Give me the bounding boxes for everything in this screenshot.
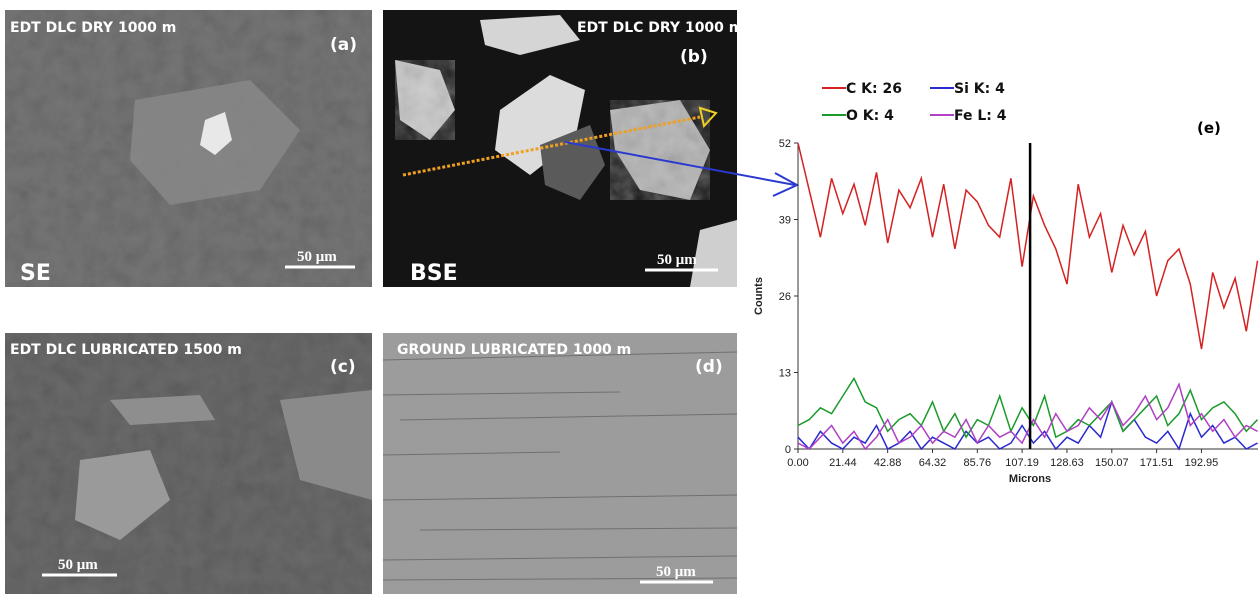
x-tick-label: 21.44 [829, 457, 857, 469]
y-tick-label: 26 [779, 291, 791, 303]
scale-bar-label: 50 μm [297, 249, 337, 265]
y-axis-label: Counts [753, 277, 765, 315]
line-chart: (e) Microns Counts 0 13 26 39 52 0.00 21.44 42.… [753, 81, 1258, 485]
x-tick-label: 192.95 [1185, 457, 1219, 469]
x-axis-label: Microns [1009, 473, 1051, 485]
panel-title: GROUND LUBRICATED 1000 m [397, 342, 631, 358]
image-mode: BSE [410, 261, 458, 286]
panel-label: (b) [680, 47, 708, 67]
x-tick-label: 171.51 [1140, 457, 1174, 469]
series-line [798, 402, 1258, 449]
panel-d: GROUND LUBRICATED 1000 m (d) 50 μm [383, 333, 737, 594]
y-tick-label: 52 [779, 138, 791, 150]
scale-bar-label: 50 μm [58, 557, 98, 573]
y-tick-label: 0 [785, 444, 791, 456]
legend-label: C K: 26 [846, 81, 902, 97]
x-tick-label: 42.88 [874, 457, 902, 469]
legend-label: O K: 4 [846, 108, 894, 124]
panel-title: EDT DLC DRY 1000 m [10, 20, 176, 36]
y-tick-label: 39 [779, 215, 791, 227]
panel-b: EDT DLC DRY 1000 m (b) BSE 50 μm [383, 10, 743, 287]
panel-label: (c) [330, 357, 356, 377]
x-tick-label: 85.76 [964, 457, 992, 469]
image-mode: SE [20, 261, 51, 286]
legend-label: Fe L: 4 [954, 108, 1007, 124]
sem-image [383, 333, 737, 594]
scale-bar-label: 50 μm [656, 564, 696, 580]
panel-title: EDT DLC DRY 1000 m [577, 20, 743, 36]
legend-label: Si K: 4 [954, 81, 1005, 97]
panel-c: EDT DLC LUBRICATED 1500 m (c) 50 μm [5, 333, 372, 594]
panel-label: (a) [330, 35, 357, 55]
x-tick-label: 128.63 [1050, 457, 1084, 469]
series-line [798, 143, 1258, 349]
panel-label: (d) [695, 357, 723, 377]
x-tick-label: 107.19 [1005, 457, 1039, 469]
y-tick-label: 13 [779, 368, 791, 380]
x-tick-label: 150.07 [1095, 457, 1129, 469]
x-tick-label: 0.00 [787, 457, 808, 469]
series-line [798, 378, 1258, 437]
panel-a: EDT DLC DRY 1000 m (a) SE 50 μm [5, 10, 372, 287]
panel-title: EDT DLC LUBRICATED 1500 m [10, 342, 242, 358]
scale-bar-label: 50 μm [657, 252, 697, 268]
panel-label: (e) [1197, 119, 1221, 137]
x-tick-label: 64.32 [919, 457, 947, 469]
figure: EDT DLC DRY 1000 m (a) SE 50 μm EDT DLC … [0, 0, 1260, 594]
